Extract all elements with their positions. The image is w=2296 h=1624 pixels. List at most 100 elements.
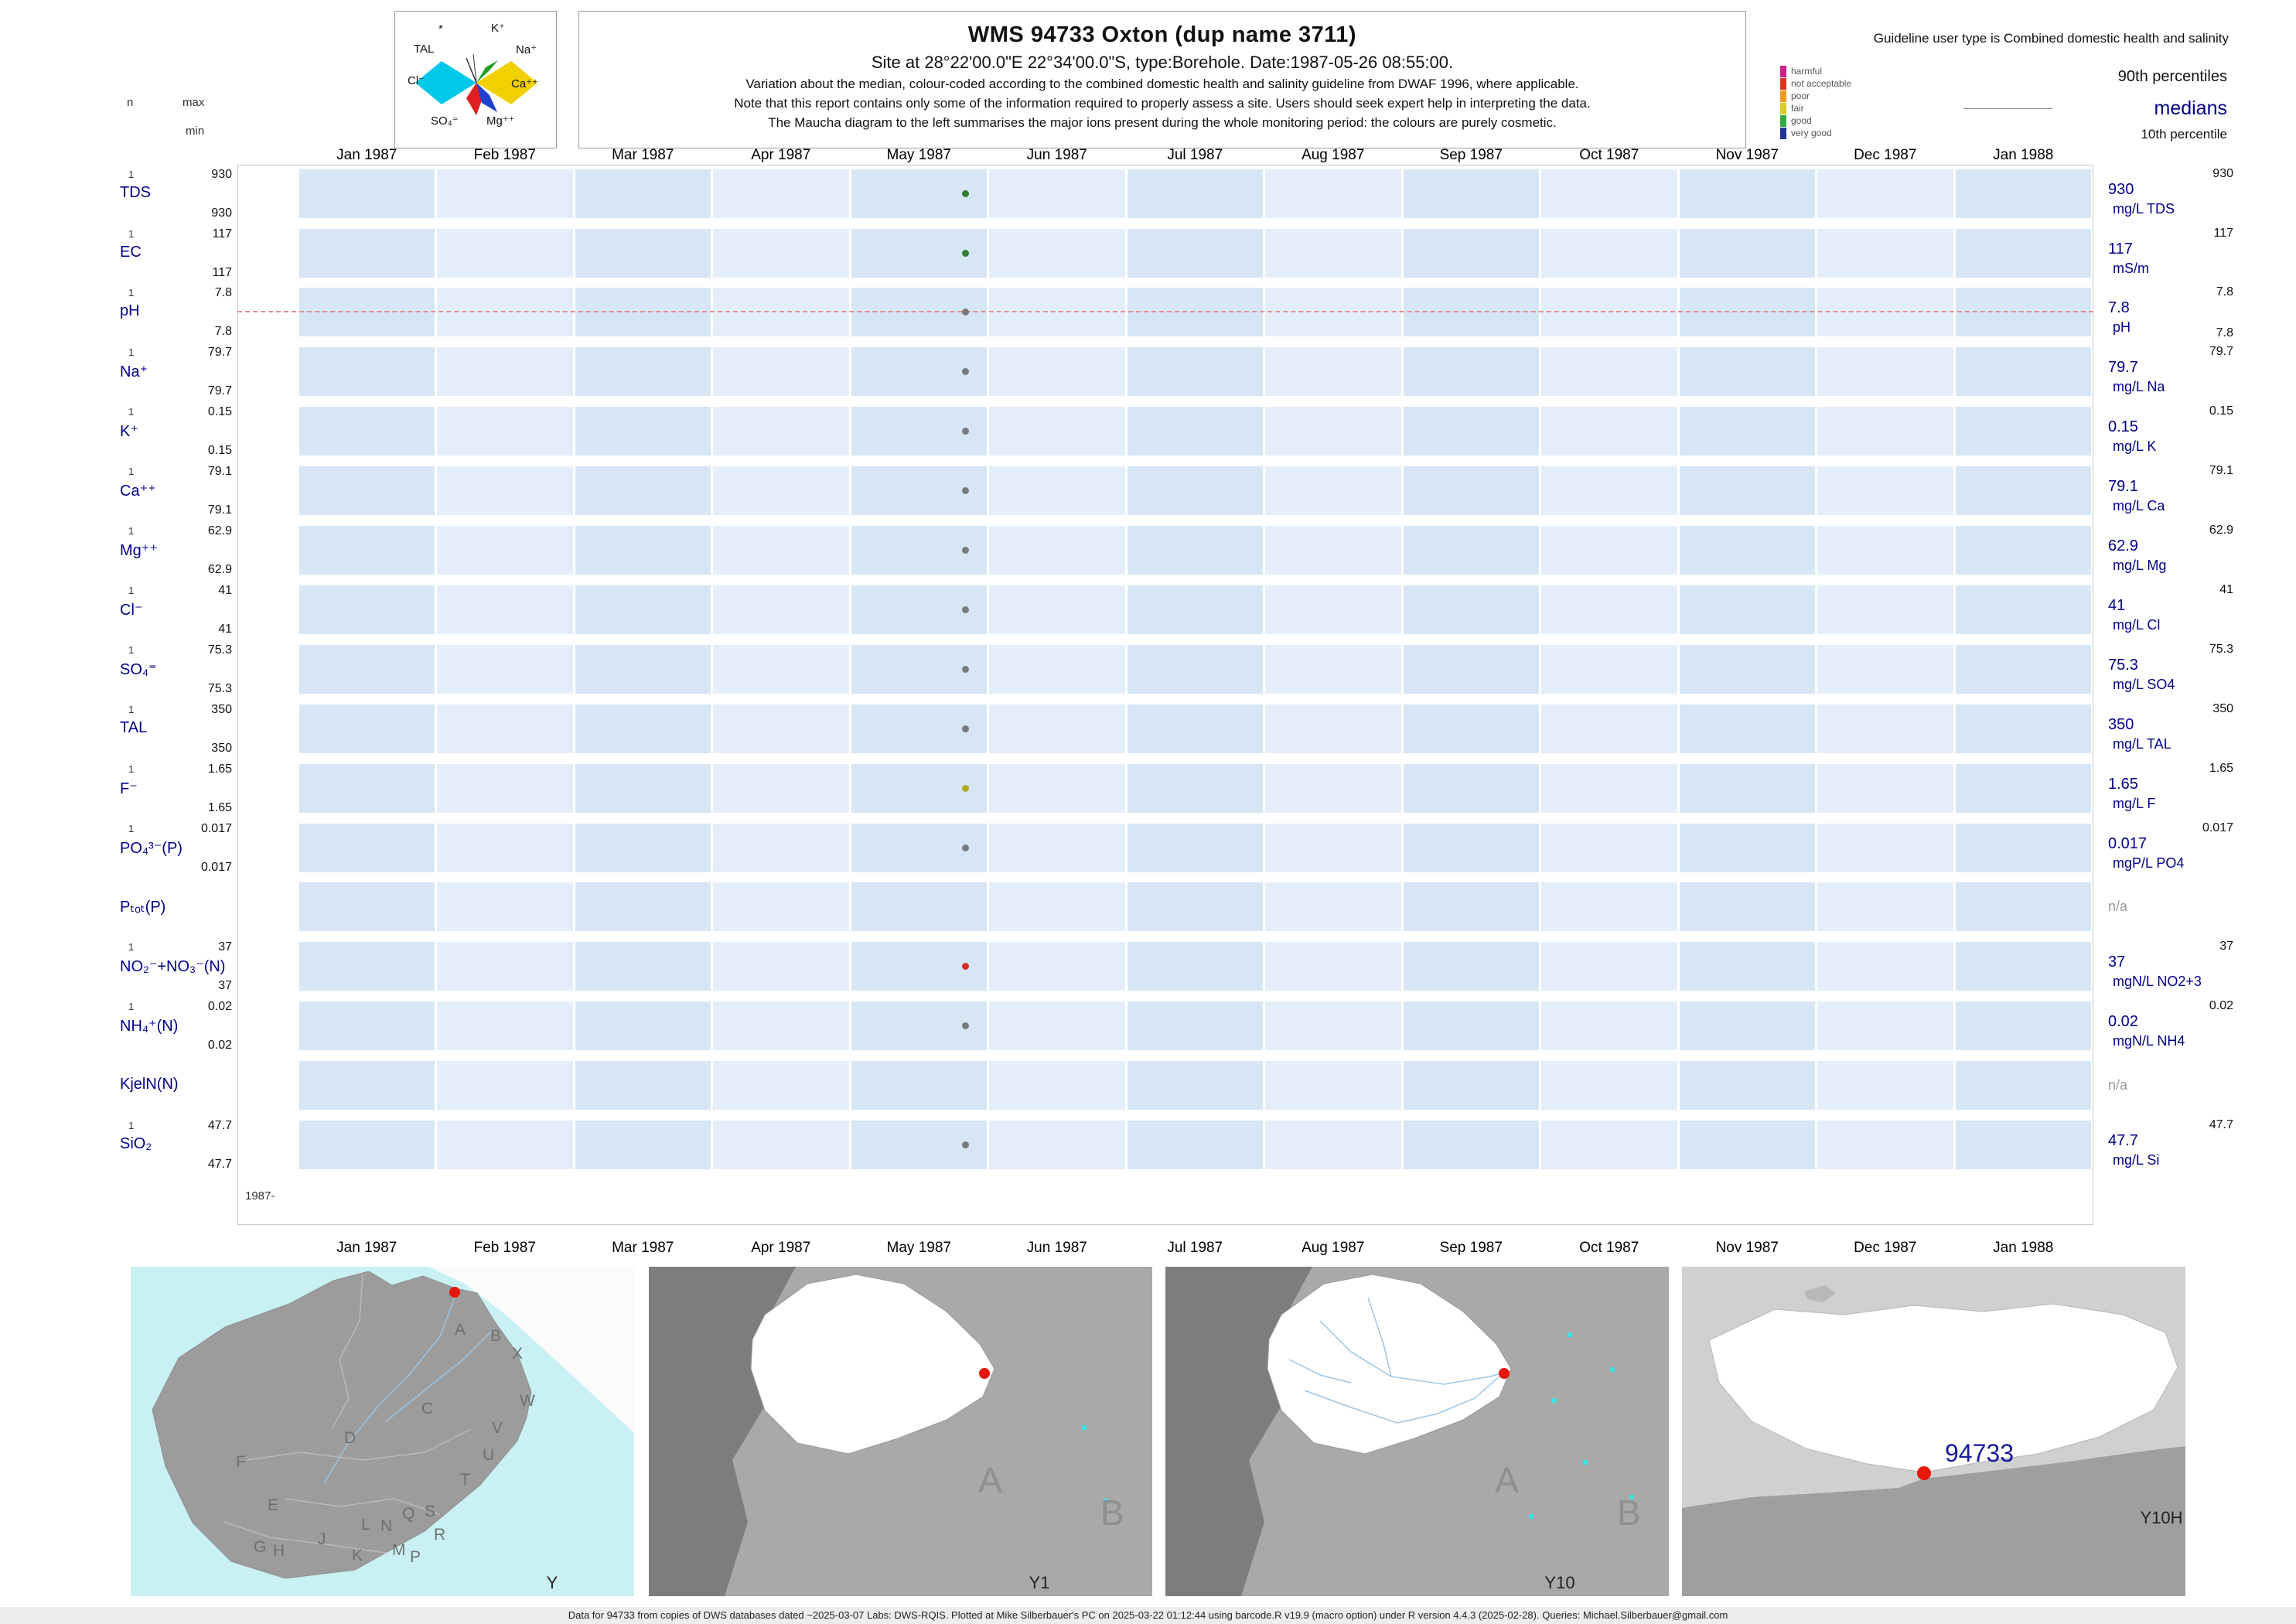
month-label: May 1987 — [886, 1240, 951, 1256]
sample-dot — [962, 784, 970, 792]
sample-count: 1 — [128, 406, 135, 418]
row-left-labels: 1 79.7 79.7 Na⁺ — [116, 342, 234, 401]
month-band — [1403, 526, 1539, 575]
maucha-ion-label: SO₄⁼ — [431, 114, 459, 128]
month-band — [1679, 585, 1815, 634]
report-note-1: Variation about the median, colour-coded… — [745, 77, 1579, 91]
month-band — [299, 585, 435, 634]
month-band — [713, 585, 849, 634]
river-line — [1319, 1320, 1502, 1385]
month-band — [989, 407, 1125, 456]
month-band — [1817, 1001, 1953, 1051]
month-band — [1541, 1001, 1677, 1051]
parameter-rows: 1 930 930 TDS 930 930 mg/L TDS 1 117 117 EC 117 117 m… — [116, 167, 2235, 1171]
legend-level: harmful — [1780, 65, 1851, 77]
legend-level-label: good — [1791, 115, 1812, 126]
month-band — [713, 466, 849, 516]
catchment-area — [750, 1274, 995, 1455]
drainage-region-letter: N — [380, 1517, 392, 1535]
row-right-labels: 7.8 7.8 pH 7.8 — [2103, 282, 2233, 342]
maucha-star — [415, 53, 537, 115]
month-band — [1955, 1121, 2091, 1169]
drainage-region-letter: K — [352, 1547, 363, 1564]
n-column-header: n — [127, 96, 134, 109]
month-band — [1265, 526, 1401, 575]
row-right-labels: 0.15 0.15 mg/L K — [2103, 401, 2233, 461]
legend-level-label: not acceptable — [1791, 78, 1852, 89]
month-band — [1403, 347, 1539, 397]
drainage-region-letter: B — [1100, 1493, 1124, 1533]
month-band — [575, 169, 711, 218]
month-band — [437, 823, 573, 872]
row-right-labels: 1.65 1.65 mg/L F — [2103, 759, 2233, 818]
month-band — [575, 347, 711, 397]
site-marker — [1917, 1466, 1931, 1480]
drainage-region-letter: B — [490, 1327, 501, 1345]
drainage-region-letter: S — [425, 1503, 435, 1520]
month-label: Jun 1987 — [1026, 1240, 1087, 1256]
row-left-labels: 1 0.017 0.017 PO₄³⁻(P) — [116, 818, 234, 878]
min-value: 7.8 — [214, 325, 232, 339]
sample-dot — [962, 606, 970, 613]
month-band — [575, 823, 711, 872]
month-band — [1127, 1121, 1263, 1169]
month-band — [299, 1061, 435, 1111]
legend-level: good — [1780, 114, 1851, 127]
legend-color-scale: harmful not acceptable poor fair good very go… — [1780, 65, 1851, 139]
month-band — [1403, 763, 1539, 813]
month-label: Jul 1987 — [1167, 147, 1223, 163]
maucha-ion-label: Na⁺ — [516, 43, 537, 56]
max-value: 37 — [218, 940, 232, 954]
min-value: 0.15 — [207, 444, 232, 458]
month-band — [299, 169, 435, 218]
row-right-labels: 62.9 62.9 mg/L Mg — [2103, 520, 2233, 580]
min-value: 117 — [212, 265, 232, 279]
river-line — [385, 1328, 495, 1422]
month-band — [1541, 228, 1677, 278]
month-band — [1679, 1061, 1815, 1111]
drainage-region-letter: T — [460, 1471, 470, 1489]
map-primary-drainage-y1: A B Y1 — [649, 1267, 1152, 1596]
param-row: Pₜₒₜ(P) n/a — [116, 877, 2235, 937]
month-band — [299, 347, 435, 397]
water-body — [1583, 1460, 1588, 1465]
min-value: 79.1 — [207, 503, 232, 517]
parameter-name: Cl⁻ — [120, 601, 143, 619]
not-available-value: n/a — [2108, 899, 2128, 915]
legend-color-swatch — [1780, 102, 1786, 114]
median-line-sample — [1963, 108, 2052, 109]
parameter-name: SO₄⁼ — [120, 660, 157, 678]
month-band — [1127, 704, 1263, 753]
month-band — [1955, 704, 2091, 753]
sample-dot — [962, 368, 970, 376]
guideline-dashed-line — [237, 311, 2093, 313]
percentile90-value: 37 — [2219, 940, 2233, 954]
max-column-header: max — [183, 96, 205, 109]
drainage-region-letter: W — [520, 1392, 535, 1410]
month-band — [299, 1121, 435, 1169]
map-catchment-y10h: Y10H 94733 — [1682, 1267, 2185, 1596]
param-row: 1 41 41 Cl⁻ 41 41 mg/L Cl — [116, 580, 2235, 640]
drainage-region-letter: A — [978, 1460, 1002, 1500]
region-boundary — [285, 1498, 441, 1515]
month-band — [1541, 763, 1677, 813]
region-boundary — [246, 1428, 472, 1461]
month-band — [713, 882, 849, 932]
river-line — [1367, 1297, 1392, 1377]
month-band — [1403, 585, 1539, 634]
min-value: 1.65 — [207, 800, 232, 814]
sample-dot — [962, 725, 970, 732]
max-value: 79.7 — [207, 346, 232, 360]
month-band — [1265, 1001, 1401, 1051]
row-left-labels: 1 62.9 62.9 Mg⁺⁺ — [116, 520, 234, 580]
param-row: 1 0.15 0.15 K⁺ 0.15 0.15 mg/L K — [116, 401, 2235, 461]
month-label: Feb 1987 — [473, 147, 536, 163]
month-band — [1541, 347, 1677, 397]
site-marker — [979, 1368, 990, 1379]
unit-label: mg/L SO4 — [2113, 676, 2175, 692]
sample-count: 1 — [128, 346, 135, 359]
month-axis-bottom: Jan 1987 Feb 1987 Mar 1987 Apr 1987 May 1987… — [0, 1240, 2296, 1258]
month-band — [989, 1121, 1125, 1169]
min-value: 75.3 — [207, 681, 232, 695]
month-band — [1127, 644, 1263, 694]
